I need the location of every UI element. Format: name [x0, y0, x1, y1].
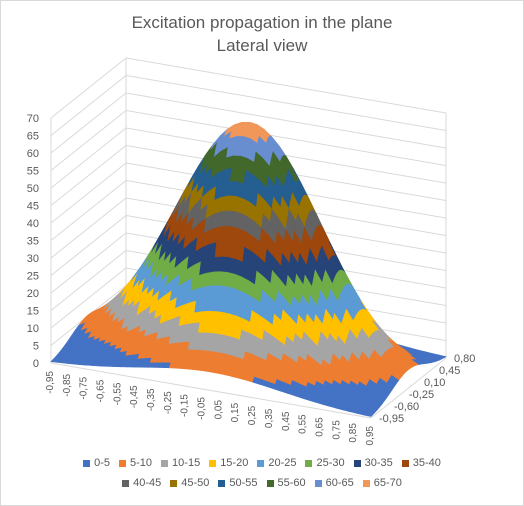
z-tick-label: 45 — [27, 201, 39, 213]
legend-item: 10-15 — [161, 457, 200, 469]
x-tick-label: -0,95 — [45, 371, 56, 394]
x-tick-label: -0,35 — [146, 388, 157, 411]
z-tick-label: 20 — [27, 288, 39, 300]
legend-label: 10-15 — [172, 457, 201, 469]
x-tick-label: 0,25 — [247, 405, 258, 425]
x-tick-label: -0,65 — [96, 379, 107, 402]
x-tick-label: 0,65 — [314, 417, 325, 437]
legend-label: 40-45 — [133, 477, 162, 489]
legend-label: 20-25 — [268, 457, 297, 469]
legend-item: 25-30 — [305, 457, 345, 469]
legend-label: 15-20 — [220, 457, 249, 469]
surface-plot: 0 5 10 15 20 25 30 35 40 45 50 55 60 65 70 -0,95 -0,85 -0… — [27, 57, 475, 446]
legend-swatch — [170, 479, 178, 487]
legend-row: 0-5 5-10 10-15 15-20 20-25 25-30 30-35 35-40 — [1, 453, 523, 473]
x-tick-label: -0,25 — [163, 391, 174, 414]
y-tick-label: 0,45 — [439, 365, 460, 377]
legend-item: 0-5 — [83, 457, 110, 469]
x-tick-label: -0,55 — [112, 382, 123, 405]
z-tick-label: 0 — [33, 358, 39, 370]
legend-item: 40-45 — [122, 477, 161, 489]
legend-item: 55-60 — [266, 477, 306, 489]
z-tick-label: 50 — [27, 183, 39, 195]
x-tick-label: 0,15 — [230, 402, 241, 422]
legend: 0-5 5-10 10-15 15-20 20-25 25-30 30-35 35-40 40-… — [1, 453, 523, 493]
z-tick-label: 70 — [27, 113, 39, 125]
chart-title-line-2: Lateral view — [216, 36, 308, 55]
legend-swatch — [218, 479, 226, 487]
floor-edge — [370, 357, 447, 419]
legend-swatch — [209, 459, 217, 467]
x-tick-label: -0,85 — [62, 373, 73, 396]
x-tick-label: 0,95 — [365, 426, 376, 446]
z-tick-label: 5 — [33, 341, 39, 353]
legend-item: 15-20 — [209, 457, 248, 469]
legend-item: 30-35 — [353, 457, 393, 469]
x-tick-label: 0,45 — [281, 411, 292, 431]
legend-swatch — [257, 459, 265, 467]
legend-label: 35-40 — [412, 457, 441, 469]
legend-row: 40-45 45-50 50-55 55-60 60-65 65-70 — [1, 473, 523, 493]
y-tick-label: -0,25 — [409, 389, 434, 401]
legend-item: 45-50 — [170, 477, 209, 489]
legend-swatch — [161, 459, 169, 467]
legend-label: 5-10 — [130, 457, 153, 469]
y-tick-label: -0,95 — [379, 413, 404, 425]
legend-swatch — [119, 459, 127, 467]
x-tick-label: 0,75 — [331, 420, 342, 440]
legend-swatch — [353, 459, 361, 467]
y-tick-label: 0,10 — [424, 377, 445, 389]
y-tick-label: -0,60 — [394, 401, 419, 413]
legend-label: 30-35 — [364, 457, 393, 469]
legend-item: 50-55 — [218, 477, 258, 489]
x-tick-label: -0,15 — [180, 394, 191, 417]
legend-label: 55-60 — [277, 477, 306, 489]
legend-label: 45-50 — [181, 477, 210, 489]
legend-swatch — [266, 479, 274, 487]
x-tick-label: 0,85 — [348, 423, 359, 443]
chart-title: Excitation propagation in the plane Late… — [1, 11, 523, 57]
z-tick-label: 35 — [27, 236, 39, 248]
legend-swatch — [122, 479, 130, 487]
surface-patch — [363, 412, 374, 417]
z-tick-label: 15 — [27, 306, 39, 318]
z-tick-label: 55 — [27, 166, 39, 178]
legend-swatch — [314, 479, 322, 487]
legend-label: 0-5 — [94, 457, 111, 469]
x-tick-label: 0,05 — [213, 400, 224, 420]
legend-label: 65-70 — [373, 477, 402, 489]
x-tick-label: 0,35 — [264, 408, 275, 428]
chart-title-line-1: Excitation propagation in the plane — [131, 13, 393, 32]
x-tick-label: -0,75 — [79, 376, 90, 399]
z-tick-label: 10 — [27, 323, 39, 335]
legend-item: 35-40 — [401, 457, 441, 469]
legend-item: 20-25 — [257, 457, 296, 469]
y-tick-label: 0,80 — [454, 353, 475, 365]
floor-edge — [50, 362, 372, 419]
x-tick-label: -0,45 — [129, 385, 140, 408]
legend-swatch — [83, 459, 91, 467]
z-tick-label: 30 — [27, 253, 39, 265]
z-tick-label: 40 — [27, 218, 39, 230]
legend-item: 65-70 — [362, 477, 402, 489]
legend-swatch — [401, 459, 409, 467]
legend-label: 25-30 — [316, 457, 345, 469]
legend-swatch — [362, 479, 370, 487]
x-tick-label: -0,05 — [197, 397, 208, 420]
legend-label: 50-55 — [229, 477, 258, 489]
legend-item: 5-10 — [119, 457, 152, 469]
z-tick-label: 65 — [27, 131, 39, 143]
z-tick-label: 25 — [27, 271, 39, 283]
legend-label: 60-65 — [325, 477, 354, 489]
legend-swatch — [305, 459, 313, 467]
z-tick-label: 60 — [27, 148, 39, 160]
legend-item: 60-65 — [314, 477, 354, 489]
x-tick-label: 0,55 — [298, 414, 309, 434]
